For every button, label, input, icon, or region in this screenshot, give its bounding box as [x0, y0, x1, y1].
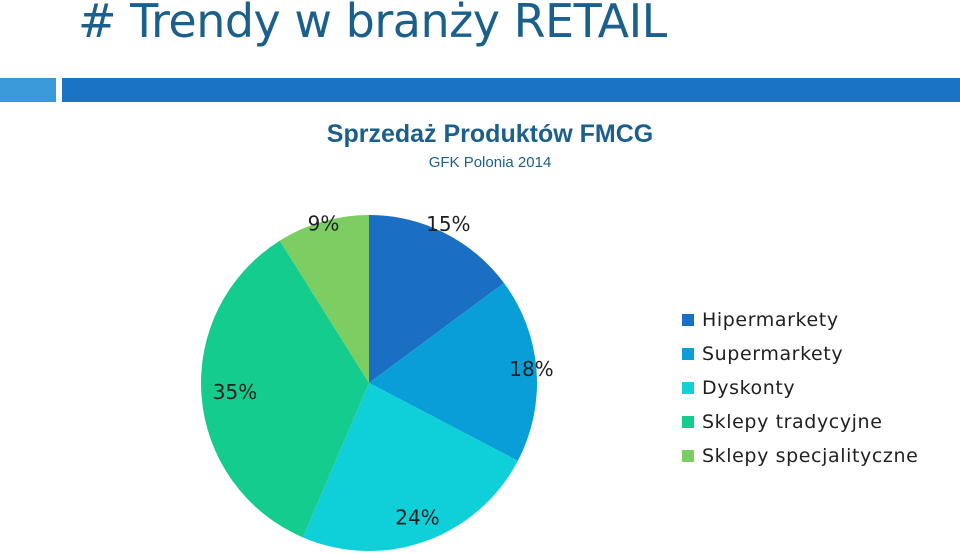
legend-swatch — [682, 450, 694, 462]
slide-title: # Trendy w branży RETAIL — [78, 0, 667, 48]
legend-item: Dyskonty — [682, 371, 918, 405]
legend-swatch — [682, 382, 694, 394]
chart-subtitle: GFK Polonia 2014 — [428, 154, 552, 171]
pie-slice-label: 24% — [395, 506, 439, 530]
pie-slice-label: 18% — [509, 357, 553, 381]
pie-slice-label: 15% — [426, 212, 470, 236]
legend-swatch — [682, 348, 694, 360]
legend-item: Hipermarkety — [682, 303, 918, 337]
pie-slice-label: 9% — [308, 211, 340, 235]
header-accent-bar-left — [0, 78, 56, 102]
legend-label: Sklepy tradycyjne — [702, 411, 883, 433]
legend-item: Sklepy tradycyjne — [682, 405, 918, 439]
legend-item: Sklepy specjalityczne — [682, 439, 918, 473]
legend-label: Dyskonty — [702, 377, 796, 399]
pie-slice-hipermarkety — [369, 215, 504, 383]
legend-swatch — [682, 416, 694, 428]
pie-slice-label: 35% — [213, 380, 257, 404]
legend-item: Supermarkety — [682, 337, 918, 371]
legend-label: Hipermarkety — [702, 309, 839, 331]
legend-swatch — [682, 314, 694, 326]
pie-slice-sklepy-specjalityczne — [279, 215, 369, 383]
pie-slice-supermarkety — [369, 282, 537, 461]
pie-slice-dyskonty — [302, 383, 518, 551]
pie-slice-sklepy-tradycyjne — [201, 240, 369, 538]
chart-legend: Hipermarkety Supermarkety Dyskonty Sklepy t… — [682, 303, 918, 473]
chart-title: Sprzedaż Produktów FMCG — [326, 120, 654, 148]
legend-label: Supermarkety — [702, 343, 844, 365]
legend-label: Sklepy specjalityczne — [702, 445, 919, 467]
header-accent-bar-right — [62, 78, 960, 102]
